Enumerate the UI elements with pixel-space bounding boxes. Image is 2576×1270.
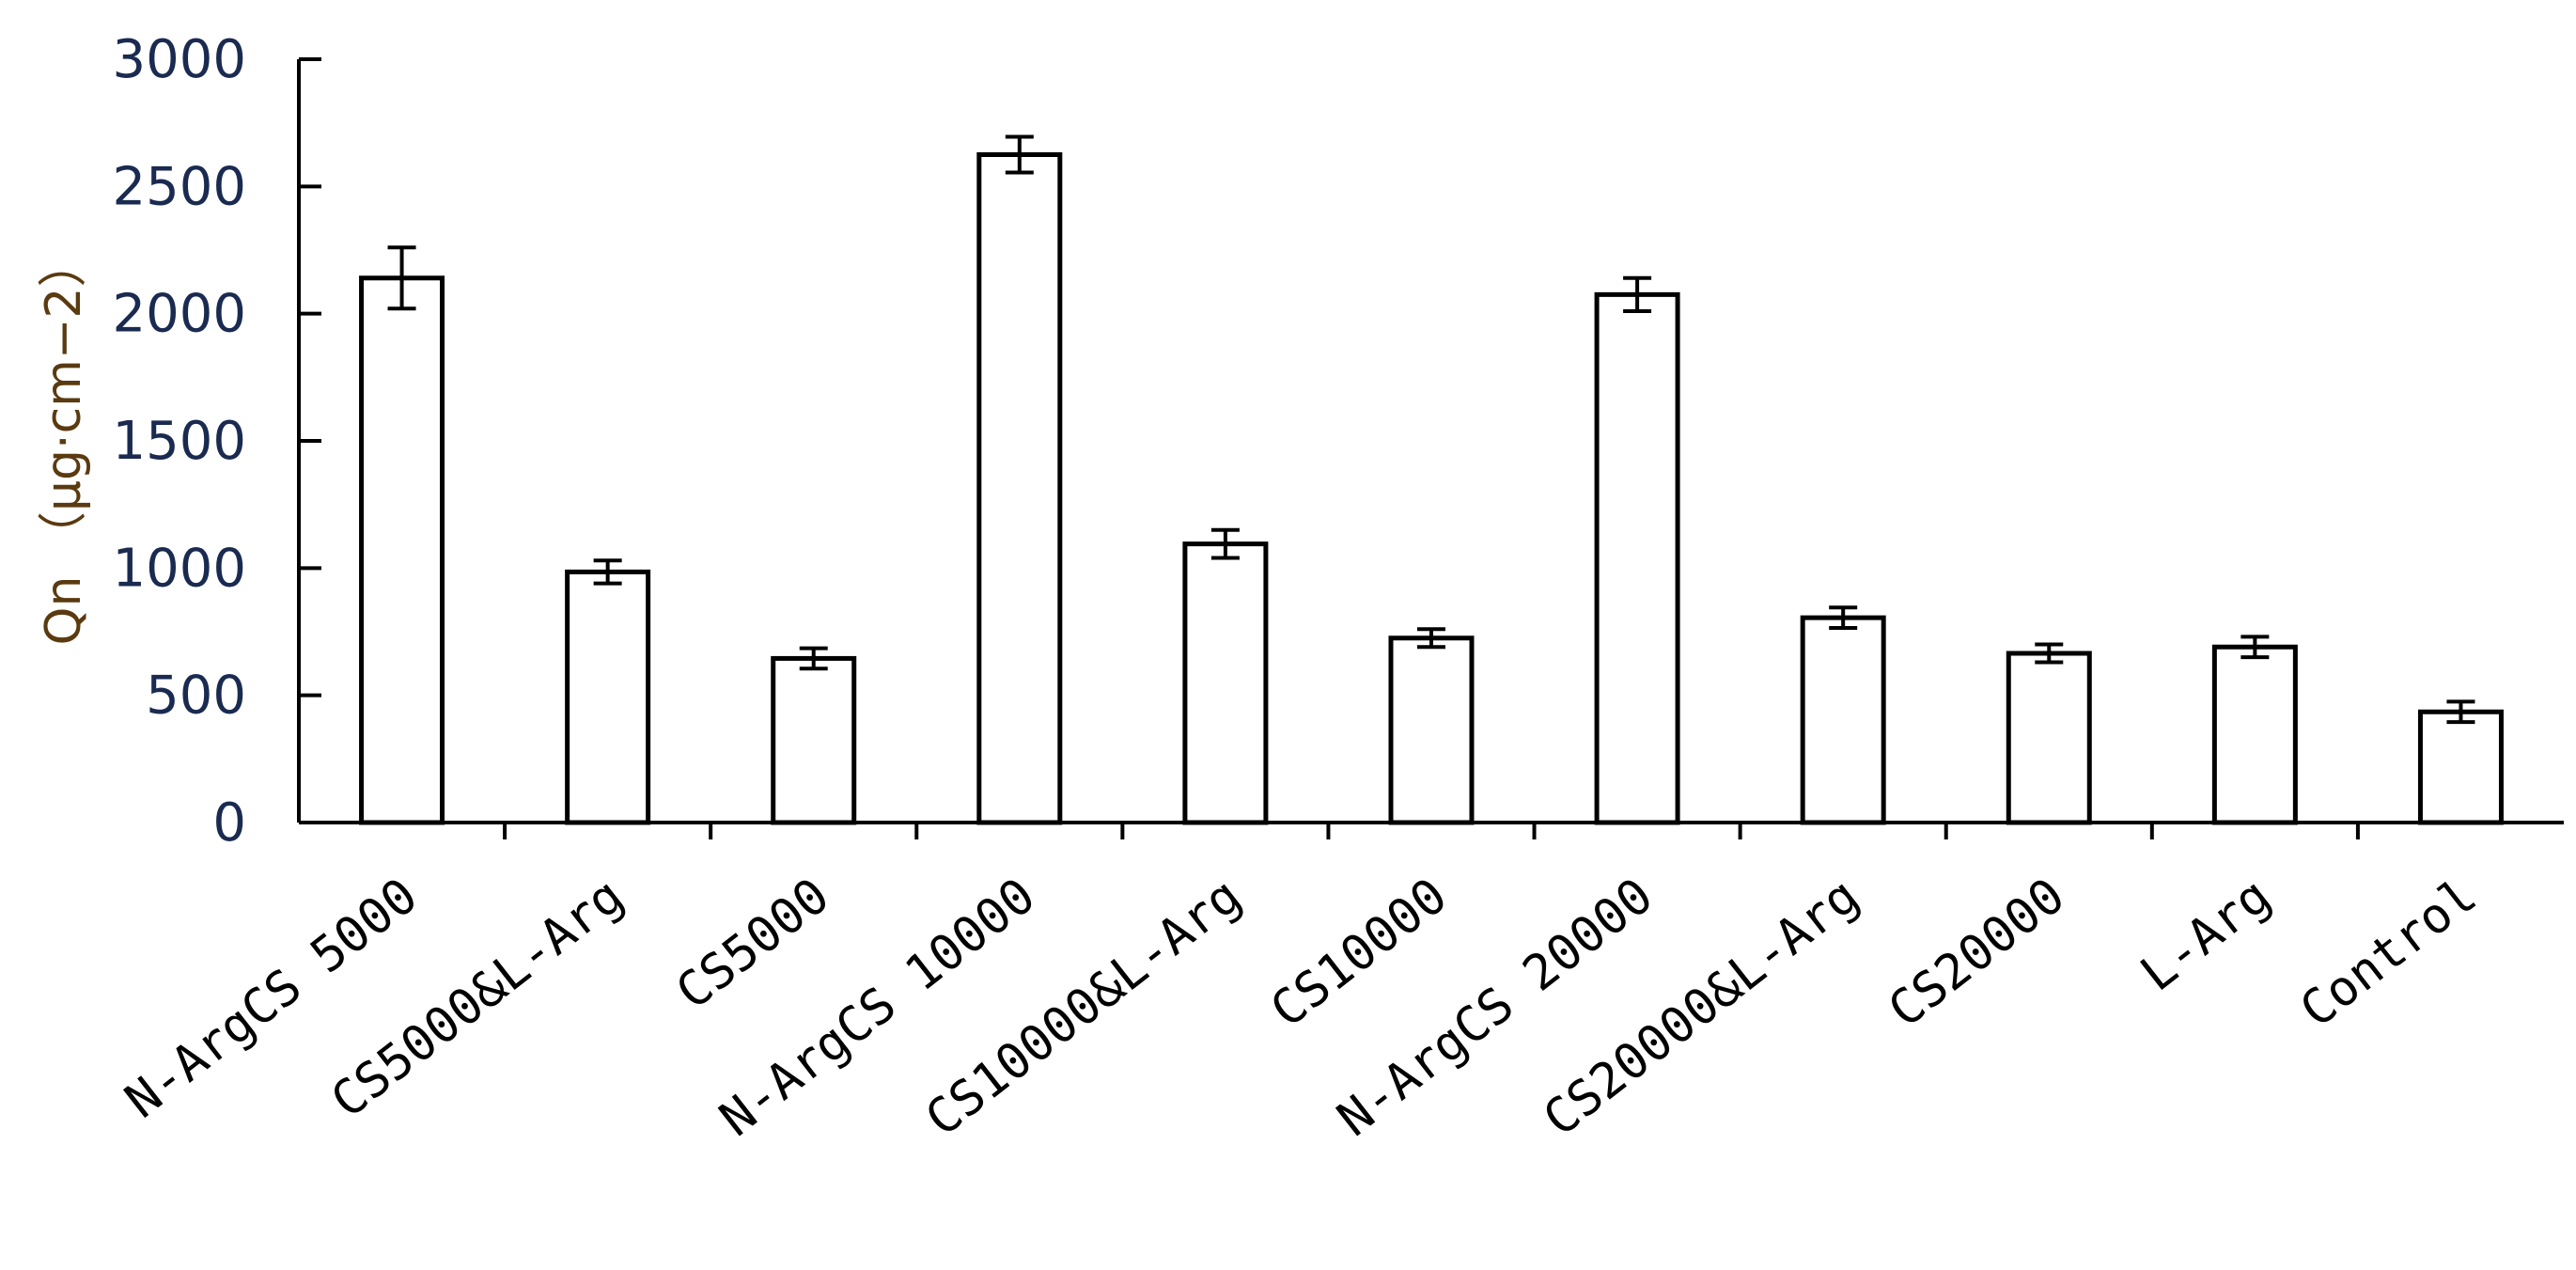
bars [359, 152, 2504, 825]
x-tick-label: CS5000 [666, 868, 840, 1021]
y-tick-label: 2500 [112, 156, 246, 217]
bar [2211, 644, 2298, 825]
y-axis-label: Qn （μg·cm−2） [36, 239, 92, 646]
y-axis-tick-labels: 0 500 1000 1500 2000 2500 3000 [112, 29, 246, 854]
error-bar [799, 646, 828, 671]
bar [1182, 541, 1269, 825]
error-bar [387, 245, 416, 311]
error-bar [1417, 627, 1445, 650]
bar [1388, 635, 1475, 825]
y-tick-label: 2000 [112, 284, 246, 345]
y-tick-label: 500 [146, 666, 246, 727]
error-bar [1829, 605, 1858, 630]
x-tick-label: CS20000 [1879, 868, 2076, 1039]
x-tick-label: CS10000 [1260, 868, 1458, 1039]
bar [1800, 615, 1886, 825]
error-bar [1005, 134, 1034, 175]
bar [359, 275, 445, 825]
x-tick-label: Control [2290, 868, 2488, 1039]
y-tick-label: 0 [212, 792, 246, 854]
error-bars [387, 134, 2475, 725]
error-bar [2446, 699, 2475, 725]
y-tick-label: 1000 [112, 538, 246, 599]
error-bar [2240, 635, 2270, 660]
bar [1594, 291, 1680, 825]
bar [2417, 709, 2504, 825]
x-tick-label: L-Arg [2131, 868, 2281, 1003]
error-bar [593, 558, 622, 586]
error-bar [1623, 275, 1652, 313]
bar [2006, 651, 2092, 825]
y-tick-label: 1500 [112, 411, 246, 472]
bar [771, 655, 857, 825]
error-bar [2035, 642, 2064, 665]
error-bar [1210, 527, 1240, 560]
y-tick-label: 3000 [112, 29, 246, 90]
bar [976, 152, 1063, 825]
bar [565, 569, 651, 825]
